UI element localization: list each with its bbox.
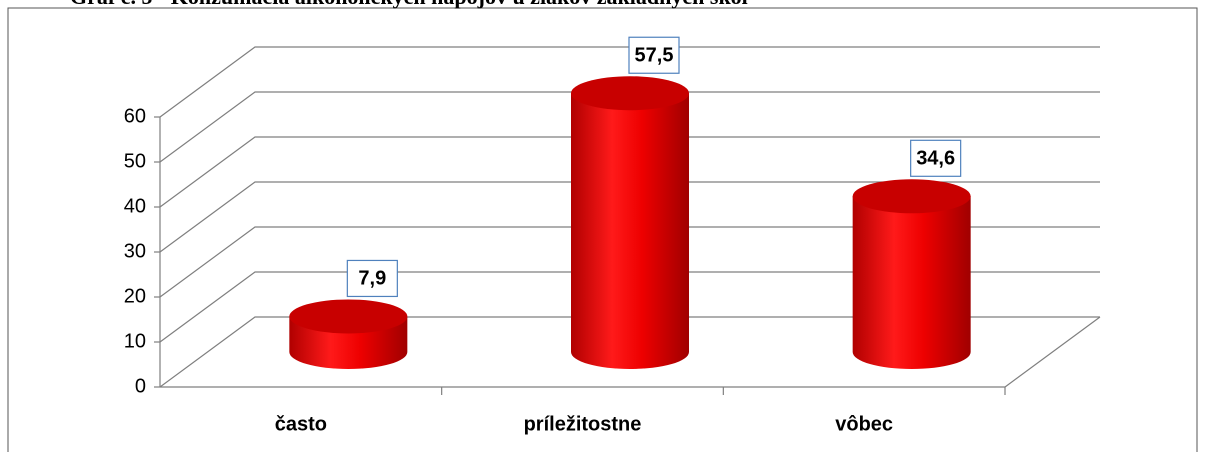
bar-top	[289, 299, 408, 334]
y-tick-label: 20	[124, 285, 146, 307]
x-tick-label: vôbec	[835, 413, 893, 435]
grid-line	[159, 91, 1100, 163]
grid-line	[159, 46, 1100, 118]
value-label: 7,9	[358, 268, 386, 290]
value-label-box	[910, 139, 962, 177]
bar-top	[571, 76, 689, 111]
bar	[571, 93, 689, 369]
y-tick-label: 0	[135, 375, 146, 397]
y-tick-label: 30	[124, 240, 146, 262]
x-tick-label: často	[275, 413, 327, 435]
value-label-box	[346, 259, 398, 298]
value-label-box	[628, 36, 680, 74]
bar	[852, 196, 971, 369]
y-tick-label: 50	[124, 150, 146, 172]
y-tick-label: 60	[124, 105, 146, 127]
y-tick-label: 10	[124, 330, 146, 352]
value-label: 34,6	[916, 148, 955, 170]
chart-frame	[7, 7, 1198, 452]
grid-line	[159, 226, 1100, 298]
grid-line	[159, 316, 1100, 388]
x-tick-label: príležitostne	[524, 413, 642, 435]
y-tick-label: 40	[124, 195, 146, 217]
grid-line	[159, 181, 1100, 253]
chart-title: Graf č. 5 - Konzumácia alkoholických náp…	[70, 0, 748, 9]
value-label: 57,5	[635, 45, 674, 67]
bar-top	[852, 179, 971, 214]
grid-line	[159, 136, 1100, 208]
grid-line	[159, 271, 1100, 343]
